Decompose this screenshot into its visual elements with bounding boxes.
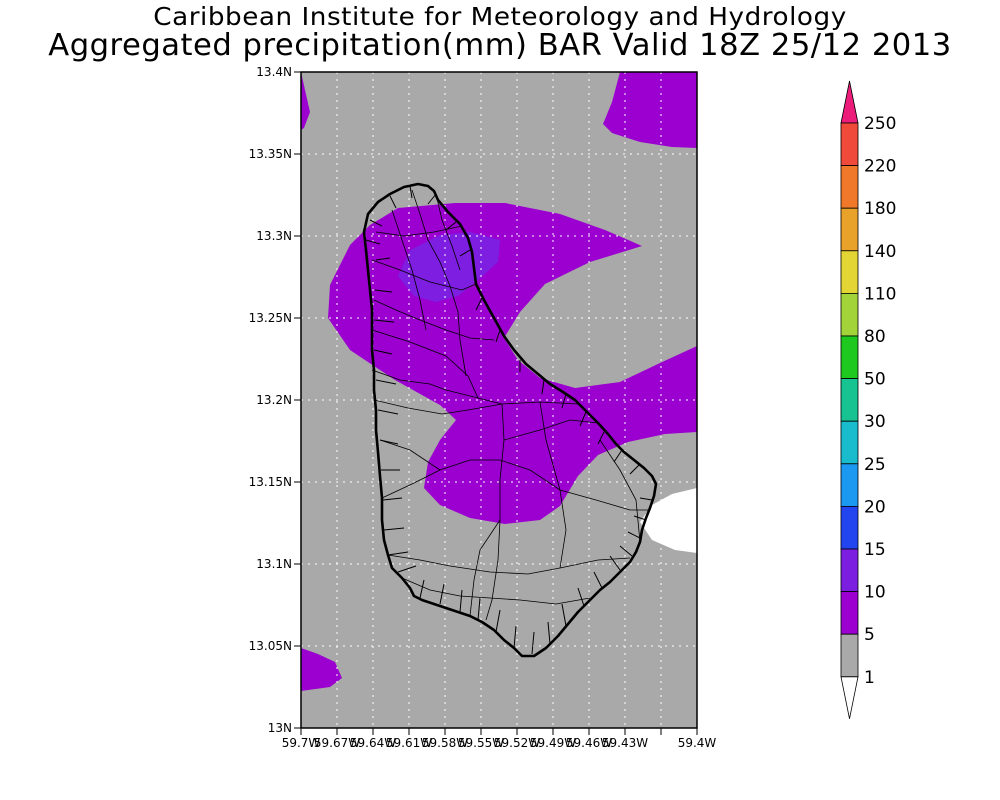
grid-lines — [301, 72, 697, 728]
lon-label: 59.55W — [458, 736, 504, 750]
title-line-2: Aggregated precipitation(mm) BAR Valid 1… — [48, 28, 952, 63]
colorbar-swatch — [840, 463, 859, 507]
colorbar-swatch — [840, 420, 859, 465]
colorbar-swatch — [840, 591, 859, 635]
lon-label: 59.43W — [602, 736, 648, 750]
lat-label: 13.2N — [256, 393, 292, 407]
colorbar-label: 5 — [864, 625, 875, 645]
colorbar-swatch — [840, 335, 859, 379]
lon-label: 59.67W — [314, 736, 360, 750]
colorbar-label: 1 — [864, 668, 875, 688]
colorbar: 250 220 180 140 110 80 50 30 25 20 15 10 5 1 — [840, 80, 896, 719]
lat-label: 13.35N — [249, 147, 292, 161]
colorbar-swatch — [840, 165, 859, 209]
colorbar-label: 30 — [864, 412, 886, 432]
colorbar-label: 10 — [864, 583, 886, 603]
colorbar-label: 140 — [864, 242, 896, 262]
colorbar-swatch — [840, 633, 859, 678]
colorbar-swatch — [840, 207, 859, 252]
lat-label: 13.3N — [256, 229, 292, 243]
colorbar-swatch — [840, 378, 859, 422]
colorbar-label: 20 — [864, 497, 886, 517]
lat-label: 13.1N — [256, 557, 292, 571]
latitude-axis — [294, 71, 301, 729]
precip-region-core — [398, 232, 500, 302]
low-precip-region-east — [640, 488, 697, 553]
lon-label: 59.61W — [386, 736, 432, 750]
coastline-detail — [365, 185, 653, 655]
colorbar-swatch — [840, 250, 859, 294]
colorbar-label: 50 — [864, 370, 886, 390]
island-internal-boundaries — [371, 189, 648, 621]
longitude-axis — [300, 728, 698, 735]
precip-region-west-edge — [301, 72, 310, 130]
precip-region-north-east — [603, 72, 697, 148]
lat-label: 13.4N — [256, 65, 292, 79]
lat-label: 13.25N — [249, 311, 292, 325]
lat-label: 13N — [268, 721, 292, 735]
colorbar-label: 220 — [864, 157, 896, 177]
lat-label: 13.05N — [249, 639, 292, 653]
lon-label: 59.64W — [350, 736, 396, 750]
colorbar-swatch — [840, 505, 859, 550]
precip-region-south-west — [301, 648, 342, 691]
colorbar-cap-top — [840, 80, 859, 124]
lon-label: 59.49W — [530, 736, 576, 750]
lon-label: 59.7W — [282, 736, 321, 750]
colorbar-label: 15 — [864, 540, 886, 560]
lon-label: 59.46W — [566, 736, 612, 750]
lon-label: 59.4W — [678, 736, 717, 750]
colorbar-swatch — [840, 122, 859, 166]
lon-label: 59.52W — [494, 736, 540, 750]
lat-label: 13.15N — [249, 475, 292, 489]
colorbar-swatch — [840, 548, 859, 592]
colorbar-label: 250 — [864, 114, 896, 134]
colorbar-label: 80 — [864, 327, 886, 347]
title-line-1: Caribbean Institute for Meteorology and … — [153, 2, 847, 31]
colorbar-label: 110 — [864, 284, 896, 304]
colorbar-cap-bottom — [840, 676, 859, 719]
colorbar-swatch — [840, 292, 859, 337]
colorbar-label: 25 — [864, 455, 886, 475]
colorbar-label: 180 — [864, 199, 896, 219]
lon-label: 59.58W — [422, 736, 468, 750]
